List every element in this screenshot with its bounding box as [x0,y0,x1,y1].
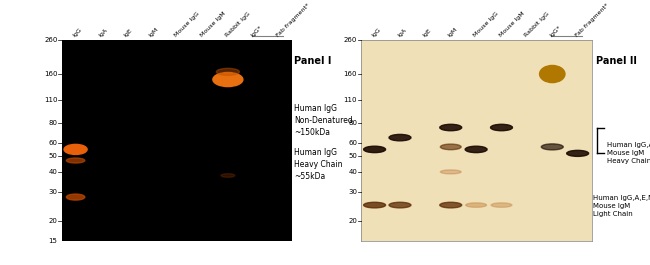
Text: 40: 40 [49,169,57,175]
Text: 30: 30 [49,189,57,195]
Text: IgA: IgA [396,27,407,38]
Text: Human IgG
Non-Denatured
~150kDa: Human IgG Non-Denatured ~150kDa [294,104,353,137]
Text: Mouse IgG: Mouse IgG [473,11,500,38]
Text: IgA: IgA [98,27,108,38]
Text: 20: 20 [348,218,358,224]
Text: 20: 20 [49,218,57,224]
Text: IgG*: IgG* [250,24,263,38]
Ellipse shape [216,68,239,75]
Text: 260: 260 [44,37,57,43]
Text: 60: 60 [348,140,358,146]
Ellipse shape [466,203,486,207]
Text: Human IgG
Heavy Chain
~55kDa: Human IgG Heavy Chain ~55kDa [294,148,343,181]
Text: Fab fragment*: Fab fragment* [275,2,311,38]
Text: 110: 110 [344,98,358,103]
Ellipse shape [389,134,411,141]
Text: Mouse IgM: Mouse IgM [199,10,226,38]
Text: IgE: IgE [422,27,432,38]
Text: IgE: IgE [123,27,133,38]
Text: 110: 110 [44,98,57,103]
Text: IgG*: IgG* [549,24,562,38]
Ellipse shape [64,144,87,154]
Text: 15: 15 [49,238,57,244]
Text: 40: 40 [348,169,358,175]
Ellipse shape [440,144,461,150]
Ellipse shape [491,203,512,207]
Ellipse shape [541,144,564,150]
Text: 80: 80 [348,120,358,126]
Text: 50: 50 [348,153,358,159]
Text: 60: 60 [49,140,57,146]
Text: 80: 80 [49,120,57,126]
Ellipse shape [440,202,461,208]
Ellipse shape [213,73,243,87]
Ellipse shape [389,202,411,208]
Text: Rabbit IgG: Rabbit IgG [224,11,251,38]
Text: Human IgG,A,E,M
Mouse IgM
Light Chain: Human IgG,A,E,M Mouse IgM Light Chain [593,195,650,217]
Text: Panel II: Panel II [595,56,636,66]
Text: IgG: IgG [72,26,83,38]
Text: Mouse IgG: Mouse IgG [174,11,201,38]
Text: 30: 30 [348,189,358,195]
Text: Mouse IgM: Mouse IgM [498,10,525,38]
Text: Rabbit IgG: Rabbit IgG [523,11,550,38]
Text: IgG: IgG [371,26,382,38]
Ellipse shape [221,174,235,177]
Ellipse shape [66,158,84,163]
Text: 160: 160 [344,71,358,77]
Ellipse shape [440,170,461,174]
Text: IgM: IgM [148,26,160,38]
Ellipse shape [363,202,385,208]
Ellipse shape [567,150,589,156]
Text: 160: 160 [44,71,57,77]
Ellipse shape [491,124,512,131]
Ellipse shape [465,146,487,153]
Ellipse shape [363,146,385,153]
Text: Panel I: Panel I [294,56,332,66]
Text: Fab fragment*: Fab fragment* [574,2,610,38]
Ellipse shape [440,124,461,131]
Ellipse shape [540,65,565,83]
Text: Human IgG,A,E,M
Mouse IgM
Heavy Chain: Human IgG,A,E,M Mouse IgM Heavy Chain [607,142,650,164]
Text: 260: 260 [344,37,358,43]
Ellipse shape [66,194,84,200]
Text: 50: 50 [49,153,57,159]
Text: IgM: IgM [447,26,459,38]
